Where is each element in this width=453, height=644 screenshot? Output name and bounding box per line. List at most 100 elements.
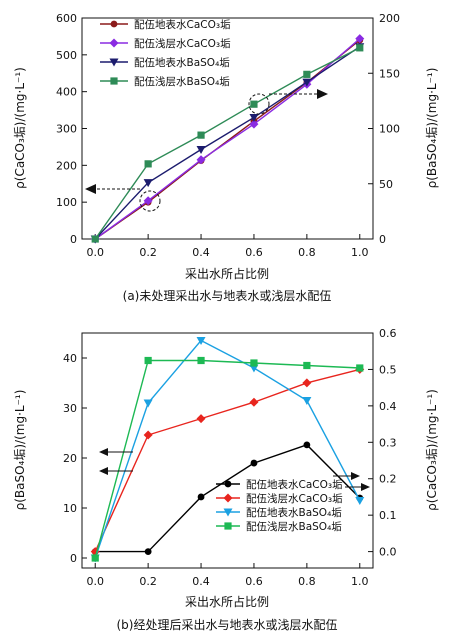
chart-a-annotation-arrow-left [85, 184, 96, 194]
chart-a: 0 100 200 300 400 500 600 0 50 100 150 200 0.0 0.2 0… [13, 12, 439, 303]
y-left-tick-label: 40 [63, 352, 77, 365]
y-right-tick-label: 0 [379, 233, 386, 246]
x-tick-label: 0.0 [86, 246, 104, 259]
data-point [303, 70, 311, 78]
y-left-tick-label: 400 [56, 86, 77, 99]
chart-b-caption: (b)经处理后采出水与地表水或浅层水配伍 [117, 618, 338, 632]
data-point [196, 414, 206, 424]
data-point [197, 356, 205, 365]
data-point [91, 554, 99, 562]
chart-a-annotation-circle-left [139, 190, 161, 212]
legend-label: 配伍浅层水BaSO₄垢 [134, 75, 230, 88]
y-left-tick-label: 0 [70, 233, 77, 246]
legend-marker [224, 480, 232, 488]
y-left-tick-label: 600 [56, 12, 77, 25]
data-point [197, 493, 205, 501]
chart-b-arrow-left-upper-head [99, 448, 108, 456]
y-left-tick-label: 500 [56, 49, 77, 62]
legend-label: 配伍地表水BaSO₄垢 [246, 506, 342, 519]
series-line [94, 39, 361, 240]
data-point [249, 119, 259, 129]
y-right-tick-label: 0.0 [379, 546, 397, 559]
chart-a-annotation-arrow-right [317, 89, 328, 99]
x-tick-label: 1.0 [351, 575, 369, 588]
chart-b-legend: 配伍地表水CaCO₃垢配伍浅层水CaCO₃垢配伍地表水BaSO₄垢配伍浅层水Ba… [216, 478, 343, 533]
series-line [94, 339, 361, 559]
series-line [94, 47, 361, 240]
series-line [94, 46, 361, 240]
data-point [196, 145, 206, 154]
y-left-tick-label: 300 [56, 123, 77, 136]
data-point [302, 78, 312, 87]
x-tick-label: 0.2 [139, 575, 157, 588]
series-line [94, 359, 360, 559]
chart-a-ylabel-left: ρ(CaCO₃垢)/(mg·L⁻¹) [13, 67, 27, 189]
y-right-tick-label: 0.5 [379, 363, 397, 376]
chart-b-arrow-right-upper-head [351, 472, 360, 480]
x-tick-label: 0.6 [245, 575, 263, 588]
data-point [303, 361, 311, 370]
data-point [249, 113, 259, 122]
legend-marker [223, 493, 233, 503]
series-line [95, 444, 361, 553]
y-right-tick-label: 200 [379, 12, 400, 25]
chart-a-legend: 配伍地表水CaCO₃垢配伍浅层水CaCO₃垢配伍地表水BaSO₄垢配伍浅层水Ba… [100, 18, 231, 88]
data-point [144, 356, 152, 365]
data-point [196, 155, 206, 165]
chart-a-xlabel: 采出水所占比例 [185, 266, 269, 281]
y-right-tick-label: 150 [379, 67, 400, 80]
data-point [355, 497, 365, 505]
data-point [143, 399, 153, 408]
chart-a-ylabel-right: ρ(BaSO₄垢)/(mg·L⁻¹) [425, 68, 439, 189]
x-tick-label: 1.0 [351, 246, 369, 259]
x-tick-label: 0.8 [298, 246, 316, 259]
series-line [94, 368, 360, 552]
data-point [143, 179, 153, 188]
data-point [355, 34, 365, 44]
legend-marker [224, 522, 232, 530]
y-left-tick-label: 100 [56, 196, 77, 209]
data-point [302, 397, 312, 405]
x-tick-label: 0.6 [245, 246, 263, 259]
chart-b-ylabel-right: ρ(CaCO₃垢)/(mg·L⁻¹) [425, 389, 439, 511]
y-right-tick-label: 0.2 [379, 473, 397, 486]
data-point [250, 100, 258, 108]
y-left-tick-label: 10 [63, 502, 77, 515]
data-point [197, 131, 205, 139]
y-left-tick-label: 0 [70, 552, 77, 565]
chart-b-ylabel-left: ρ(BaSO₄垢)/(mg·L⁻¹) [13, 390, 27, 511]
legend-marker [110, 20, 118, 28]
data-point [356, 364, 364, 372]
chart-b-xlabel: 采出水所占比例 [185, 594, 269, 609]
data-point [249, 397, 259, 407]
legend-label: 配伍地表水BaSO₄垢 [134, 56, 230, 69]
legend-label: 配伍浅层水BaSO₄垢 [246, 520, 342, 533]
x-tick-label: 0.2 [139, 246, 157, 259]
data-point [143, 196, 153, 206]
data-point [302, 378, 312, 388]
y-left-tick-label: 200 [56, 159, 77, 172]
data-point [91, 235, 99, 243]
data-point [303, 441, 311, 449]
y-right-tick-label: 0.1 [379, 509, 397, 522]
y-left-tick-label: 30 [63, 402, 77, 415]
chart-b: 0 10 20 30 40 0.0 0.1 0.2 0.3 0.4 0.5 0.6 0.0 0.2 0.… [13, 327, 439, 632]
legend-marker [110, 77, 118, 85]
y-right-tick-label: 0.6 [379, 327, 397, 340]
x-tick-label: 0.0 [86, 575, 104, 588]
legend-label: 配伍浅层水CaCO₃垢 [134, 37, 231, 50]
y-right-tick-label: 100 [379, 123, 400, 136]
data-point [196, 337, 206, 345]
data-point [250, 359, 258, 367]
x-tick-label: 0.4 [192, 575, 210, 588]
y-left-tick-label: 20 [63, 452, 77, 465]
chart-b-plot-frame [81, 332, 374, 569]
legend-label: 配伍地表水CaCO₃垢 [246, 478, 343, 491]
legend-marker [223, 508, 233, 517]
chart-a-caption: (a)未处理采出水与地表水或浅层水配伍 [123, 289, 332, 303]
y-right-tick-label: 50 [379, 178, 393, 191]
x-tick-label: 0.8 [298, 575, 316, 588]
legend-marker [109, 58, 119, 67]
data-point [356, 44, 364, 52]
data-point [144, 548, 152, 556]
